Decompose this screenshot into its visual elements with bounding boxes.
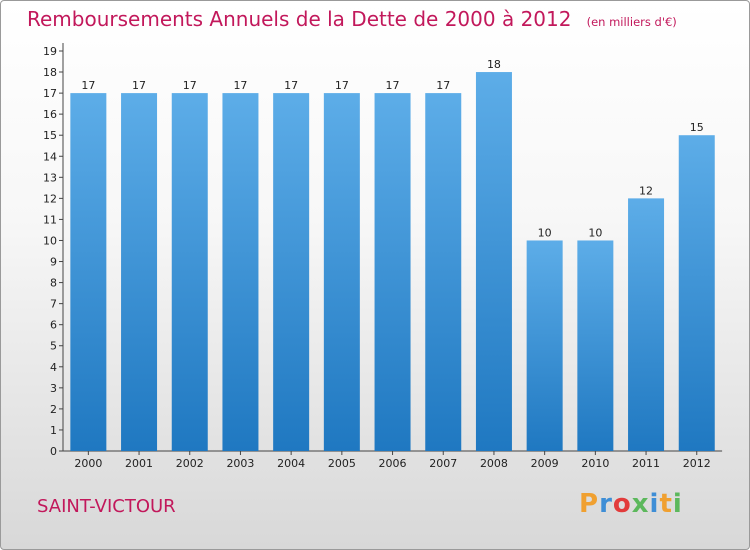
logo-letter: t <box>659 489 673 519</box>
y-tick-label: 19 <box>43 45 57 58</box>
logo-letter: i <box>649 489 660 519</box>
bar-value-label: 17 <box>233 79 247 92</box>
y-tick-label: 4 <box>50 361 57 374</box>
logo-letter: o <box>612 489 632 519</box>
chart-title: Remboursements Annuels de la Dette de 20… <box>27 7 572 31</box>
x-tick-label: 2005 <box>328 457 356 470</box>
y-tick-label: 17 <box>43 87 57 100</box>
bar-value-label: 12 <box>639 184 653 197</box>
logo-letter: x <box>631 489 650 519</box>
y-tick-label: 1 <box>50 424 57 437</box>
bar <box>526 240 563 451</box>
y-tick-label: 14 <box>43 150 57 163</box>
y-tick-label: 8 <box>50 277 57 290</box>
bar-value-label: 17 <box>183 79 197 92</box>
x-tick-label: 2006 <box>379 457 407 470</box>
bar <box>475 72 512 451</box>
bar-value-label: 10 <box>588 226 602 239</box>
x-tick-label: 2002 <box>176 457 204 470</box>
bar <box>70 93 107 452</box>
y-tick-label: 7 <box>50 298 57 311</box>
logo-letter: r <box>599 489 613 519</box>
bar-value-label: 15 <box>690 121 704 134</box>
bar-value-label: 17 <box>81 79 95 92</box>
x-tick-label: 2010 <box>581 457 609 470</box>
y-tick-label: 16 <box>43 108 57 121</box>
x-tick-label: 2000 <box>74 457 102 470</box>
bar-value-label: 18 <box>487 58 501 71</box>
y-tick-label: 15 <box>43 129 57 142</box>
x-tick-label: 2007 <box>429 457 457 470</box>
x-tick-label: 2012 <box>683 457 711 470</box>
y-tick-label: 9 <box>50 256 57 269</box>
bar-value-label: 10 <box>538 226 552 239</box>
x-tick-label: 2004 <box>277 457 305 470</box>
bar <box>323 93 360 452</box>
bar <box>273 93 310 452</box>
bar <box>628 198 665 451</box>
y-tick-label: 12 <box>43 192 57 205</box>
y-tick-label: 0 <box>50 445 57 458</box>
bar <box>425 93 462 452</box>
y-tick-label: 13 <box>43 171 57 184</box>
y-tick-label: 2 <box>50 403 57 416</box>
logo-letter: i <box>672 489 683 519</box>
bar-value-label: 17 <box>335 79 349 92</box>
bar <box>121 93 158 452</box>
chart-unit: (en milliers d'€) <box>586 15 677 29</box>
x-tick-label: 2008 <box>480 457 508 470</box>
bar <box>678 135 715 452</box>
y-tick-label: 5 <box>50 340 57 353</box>
bar-value-label: 17 <box>436 79 450 92</box>
y-tick-label: 11 <box>43 213 57 226</box>
bar <box>171 93 208 452</box>
town-name: SAINT-VICTOUR <box>37 496 176 517</box>
y-tick-label: 3 <box>50 382 57 395</box>
y-tick-label: 18 <box>43 66 57 79</box>
chart-header: Remboursements Annuels de la Dette de 20… <box>27 7 677 31</box>
bar <box>374 93 411 452</box>
bar-value-label: 17 <box>284 79 298 92</box>
y-tick-label: 10 <box>43 234 57 247</box>
x-tick-label: 2001 <box>125 457 153 470</box>
y-tick-label: 6 <box>50 319 57 332</box>
bar <box>222 93 259 452</box>
bar-value-label: 17 <box>132 79 146 92</box>
bar-value-label: 17 <box>386 79 400 92</box>
x-tick-label: 2011 <box>632 457 660 470</box>
proxiti-logo: Proxiti <box>579 489 683 519</box>
x-tick-label: 2009 <box>531 457 559 470</box>
bar <box>577 240 614 451</box>
logo-letter: P <box>579 489 600 519</box>
x-tick-label: 2003 <box>226 457 254 470</box>
